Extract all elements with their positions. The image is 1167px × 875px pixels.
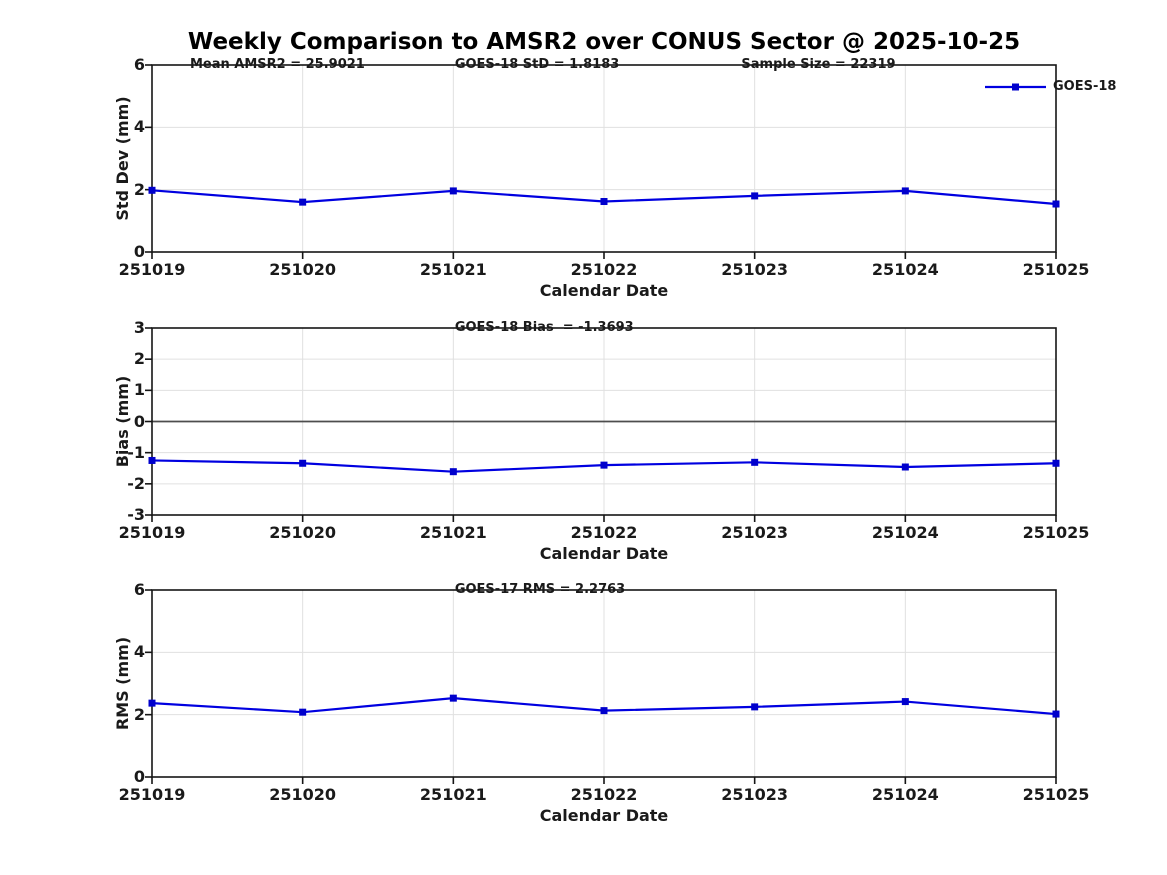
- annotation: Sample Size = 22319: [741, 57, 896, 72]
- y-tick-label: -2: [127, 473, 145, 493]
- legend-marker: [1012, 83, 1019, 91]
- y-tick-label: 2: [133, 349, 145, 369]
- data-point: [148, 186, 156, 194]
- y-tick-label: -1: [127, 442, 145, 462]
- x-tick-label: 251021: [419, 523, 487, 542]
- annotation: GOES-18 Bias = -1.3693: [454, 320, 634, 335]
- data-point: [148, 699, 156, 707]
- data-point: [449, 694, 457, 702]
- data-point: [901, 187, 909, 195]
- y-axis-label: Std Dev (mm): [112, 95, 132, 221]
- x-axis-label: Calendar Date: [539, 544, 669, 563]
- x-tick-label: 251022: [570, 785, 638, 804]
- data-point: [449, 187, 457, 195]
- x-tick-label: 251024: [871, 260, 939, 279]
- x-tick-label: 251019: [118, 260, 186, 279]
- figure-title: Weekly Comparison to AMSR2 over CONUS Se…: [187, 29, 1021, 55]
- data-point: [299, 198, 307, 206]
- x-tick-label: 251020: [269, 523, 337, 542]
- y-tick-label: 6: [133, 55, 145, 74]
- x-tick-label: 251020: [269, 785, 337, 804]
- data-point: [600, 198, 608, 206]
- x-tick-label: 251022: [570, 523, 638, 542]
- y-tick-label: 4: [133, 642, 145, 662]
- data-point: [449, 468, 457, 476]
- y-tick-label: 0: [133, 242, 145, 261]
- x-axis-label: Calendar Date: [539, 806, 669, 825]
- legend-label: GOES-18: [1053, 79, 1117, 94]
- y-tick-label: 3: [133, 318, 145, 337]
- data-point: [901, 463, 909, 471]
- data-point: [299, 459, 307, 467]
- annotation: GOES-18 StD = 1.8183: [454, 57, 620, 72]
- data-point: [751, 458, 759, 466]
- data-point: [299, 708, 307, 716]
- data-point: [751, 192, 759, 200]
- data-point: [751, 703, 759, 711]
- x-tick-label: 251021: [419, 260, 487, 279]
- data-point: [901, 698, 909, 706]
- x-tick-label: 251020: [269, 260, 337, 279]
- x-tick-label: 251019: [118, 523, 186, 542]
- annotation: GOES-17 RMS = 2.2763: [454, 582, 626, 597]
- annotation: Mean AMSR2 = 25.9021: [189, 57, 365, 72]
- data-point: [1052, 459, 1060, 467]
- x-tick-label: 251022: [570, 260, 638, 279]
- data-point: [1052, 200, 1060, 208]
- data-point: [600, 707, 608, 715]
- x-tick-label: 251024: [871, 523, 939, 542]
- x-tick-label: 251025: [1022, 523, 1090, 542]
- x-tick-label: 251025: [1022, 260, 1090, 279]
- y-axis-label: Bias (mm): [112, 375, 132, 467]
- x-axis-label: Calendar Date: [539, 281, 669, 300]
- y-tick-label: 0: [133, 411, 145, 431]
- y-tick-label: 1: [133, 380, 145, 400]
- y-tick-label: 2: [133, 704, 145, 724]
- y-tick-label: -3: [127, 505, 145, 524]
- x-tick-label: 251021: [419, 785, 487, 804]
- x-tick-label: 251023: [721, 785, 789, 804]
- y-tick-label: 4: [133, 117, 145, 137]
- data-point: [148, 456, 156, 464]
- x-tick-label: 251019: [118, 785, 186, 804]
- data-point: [1052, 710, 1060, 718]
- y-axis-label: RMS (mm): [112, 636, 132, 730]
- y-tick-label: 2: [133, 179, 145, 199]
- x-tick-label: 251025: [1022, 785, 1090, 804]
- x-tick-label: 251023: [721, 523, 789, 542]
- data-point: [600, 461, 608, 469]
- x-tick-label: 251024: [871, 785, 939, 804]
- y-tick-label: 0: [133, 767, 145, 786]
- x-tick-label: 251023: [721, 260, 789, 279]
- y-tick-label: 6: [133, 580, 145, 599]
